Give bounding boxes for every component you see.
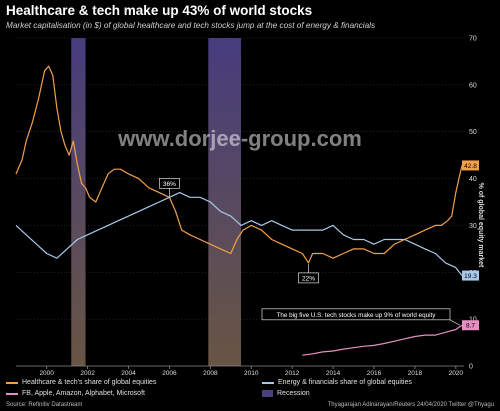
annotation-box [261, 308, 451, 321]
legend-item-energy-financials: Energy & financials share of global equi… [262, 379, 412, 386]
series-line-1 [15, 65, 463, 264]
legend-item-recession: Recession [262, 390, 310, 397]
annotation-leader [449, 319, 461, 326]
chart-subtitle: Market capitalisation (in $) of global h… [6, 21, 376, 30]
x-tick-label: 2008 [203, 370, 218, 377]
watermark: www.dorjee-group.com [117, 126, 362, 151]
legend-label: Recession [277, 390, 310, 397]
x-tick-label: 2016 [367, 370, 382, 377]
end-value-label: 19.3 [464, 273, 477, 280]
source-note: Source: Refinitiv Datastream [6, 402, 83, 408]
legend-swatch [262, 381, 274, 384]
annotation-box [298, 272, 319, 284]
x-tick-label: 2018 [408, 370, 423, 377]
legend-item-healthcare-tech: Healthcare & tech's share of global equi… [6, 379, 156, 386]
y-tick-label: 60 [469, 82, 477, 89]
end-value-badge [462, 270, 479, 281]
y-tick-label: 30 [469, 223, 477, 230]
series-line-2 [15, 192, 463, 276]
x-tick-label: 2012 [285, 370, 300, 377]
x-tick-label: 2006 [162, 370, 177, 377]
y-tick-label: 70 [469, 36, 477, 43]
legend-label: Healthcare & tech's share of global equi… [22, 379, 157, 386]
x-tick-label: 2010 [244, 370, 259, 377]
legend-item-big-five-tech: FB, Apple, Amazon, Alphabet, Microsoft [6, 390, 145, 397]
y-tick-label: 0 [469, 364, 473, 371]
annotation-label: 22% [302, 275, 315, 282]
annotation-box [159, 178, 180, 189]
x-tick-label: 2014 [326, 370, 341, 377]
y-tick-label: 50 [469, 129, 477, 136]
legend-label: FB, Apple, Amazon, Alphabet, Microsoft [22, 390, 145, 397]
y-axis-label: % of global equity market [477, 182, 484, 268]
x-tick-label: 2000 [39, 370, 54, 377]
y-tick-label: 10 [469, 317, 477, 324]
y-tick-label: 40 [469, 176, 477, 183]
end-value-badge [462, 320, 479, 331]
chart-title: Healthcare & tech make up 43% of world s… [6, 3, 313, 18]
x-tick-label: 2020 [449, 370, 464, 377]
end-value-label: 8.7 [466, 323, 475, 330]
legend-swatch [262, 390, 273, 397]
annotation-label: The big five U.S. tech stocks make up 9%… [277, 312, 437, 319]
x-tick-label: 2002 [80, 370, 95, 377]
end-value-label: 42.8 [464, 163, 477, 170]
end-value-badge [462, 160, 479, 171]
recession-band [208, 38, 242, 366]
recession-band [71, 38, 86, 366]
annotation-label: 36% [163, 181, 176, 188]
legend-swatch [6, 392, 18, 395]
x-tick-label: 2004 [121, 370, 136, 377]
series-line-3 [302, 324, 463, 356]
credit-note: Thyagarajan Adinarayan/Reuters 24/04/202… [327, 402, 494, 408]
legend-label: Energy & financials share of global equi… [278, 379, 412, 386]
legend-swatch [6, 381, 18, 384]
